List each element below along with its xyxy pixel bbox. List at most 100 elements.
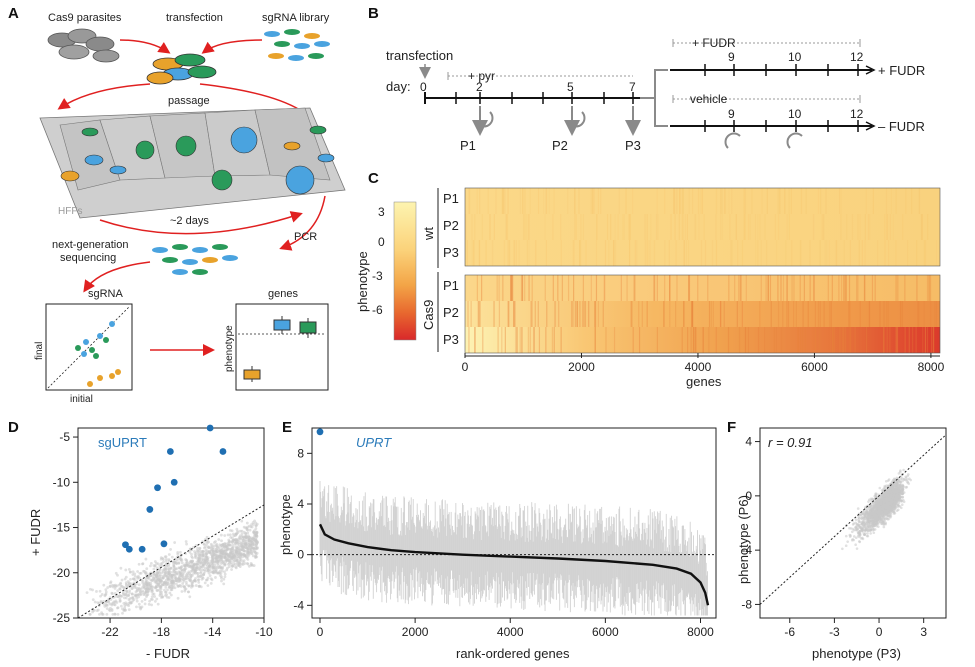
heatmap-stripe [778,188,780,214]
background-point [135,596,139,600]
heatmap-stripe [551,327,554,353]
heatmap-stripe [692,188,694,214]
heatmap-stripe [682,188,684,214]
background-point [167,569,171,573]
background-point [233,559,237,563]
background-point [152,564,156,567]
heatmap-stripe [712,301,714,327]
correlation-point [889,499,893,503]
background-point [252,543,256,547]
heatmap-stripe [471,240,473,266]
background-point [96,608,100,612]
heatmap-stripe [664,275,666,301]
background-point [160,561,164,565]
heatmap-stripe [857,275,859,301]
correlation-point [907,482,911,485]
heatmap-stripe [874,275,876,301]
background-point [136,575,139,579]
background-point [194,551,198,555]
heatmap-stripe [907,240,909,266]
heatmap-stripe [777,214,780,240]
group-label-wt: wt [421,227,436,241]
background-point [161,583,164,586]
correlation-point [863,515,867,518]
heatmap-stripe [597,301,600,327]
panel-letter-e: E [282,419,292,436]
heatmap-stripe [647,240,649,266]
two-days-label: ~2 days [170,215,209,227]
background-point [191,565,195,569]
heatmap-stripe [510,275,512,301]
heatmap-stripe [623,214,625,240]
heatmap-stripe [592,188,594,214]
heatmap-stripe [831,327,833,353]
correlation-point [889,502,893,506]
heatmap-stripe [675,240,677,266]
heatmap-stripe [738,275,740,301]
background-point [201,550,205,554]
background-point [198,563,201,566]
heatmap-stripe [468,327,470,353]
background-point [223,545,227,549]
heatmap-stripe [575,214,577,240]
heatmap-stripe [694,214,696,240]
heatmap-stripe [932,327,935,353]
background-point [210,548,214,552]
background-point [213,560,216,564]
heatmap-stripe [633,275,635,301]
fudr-bracket-label: + FUDR [692,36,736,50]
heatmap-stripe [521,275,523,301]
background-point [152,567,156,571]
background-point [245,553,249,557]
heatmap-stripe [836,240,838,266]
background-point [102,599,105,603]
correlation-point [883,492,887,496]
heatmap-stripe [528,240,530,266]
heatmap-stripe [827,275,829,301]
background-point [98,612,101,616]
correlation-point [864,528,868,531]
background-point [113,583,117,587]
correlation-point [881,498,884,502]
correlation-point [873,502,877,505]
correlation-point [894,496,898,500]
background-point [204,566,207,570]
heatmap-stripe [916,240,918,266]
background-point [128,589,132,593]
background-point [211,558,214,562]
background-point [252,546,256,550]
heatmap-stripe [790,188,793,214]
correlation-point [868,529,872,533]
background-point [204,545,207,549]
heatmap-stripe [584,301,587,327]
heatmap-stripe [826,240,828,266]
heatmap-stripe [843,240,845,266]
heatmap-stripe [560,214,562,240]
heatmap-stripe [478,301,480,327]
background-point [155,570,159,574]
heatmap-stripe [513,301,515,327]
heatmap-stripe [525,214,527,240]
background-point [234,566,238,570]
background-point [129,577,132,581]
heatmap-stripe [924,327,927,353]
background-point [255,541,258,544]
phenotype-line [318,523,710,606]
correlation-point [894,494,898,498]
correlation-point [848,535,852,538]
bottom-day-12: 12 [850,107,864,121]
heatmap-stripe [767,275,769,301]
background-point [247,550,251,554]
heatmap-stripe [849,301,851,327]
plot-e-y-tick: -4 [293,598,304,612]
heatmap-stripe [580,214,582,240]
heatmap-stripe [777,188,779,214]
background-point [218,569,222,573]
heatmap-stripe [704,240,707,266]
correlation-point [887,478,891,481]
plot-f-x-tick: 3 [920,625,927,639]
heatmap-stripe [582,275,584,301]
correlation-point [891,486,894,490]
heatmap-stripe [641,301,643,327]
heatmap-stripe [770,301,772,327]
